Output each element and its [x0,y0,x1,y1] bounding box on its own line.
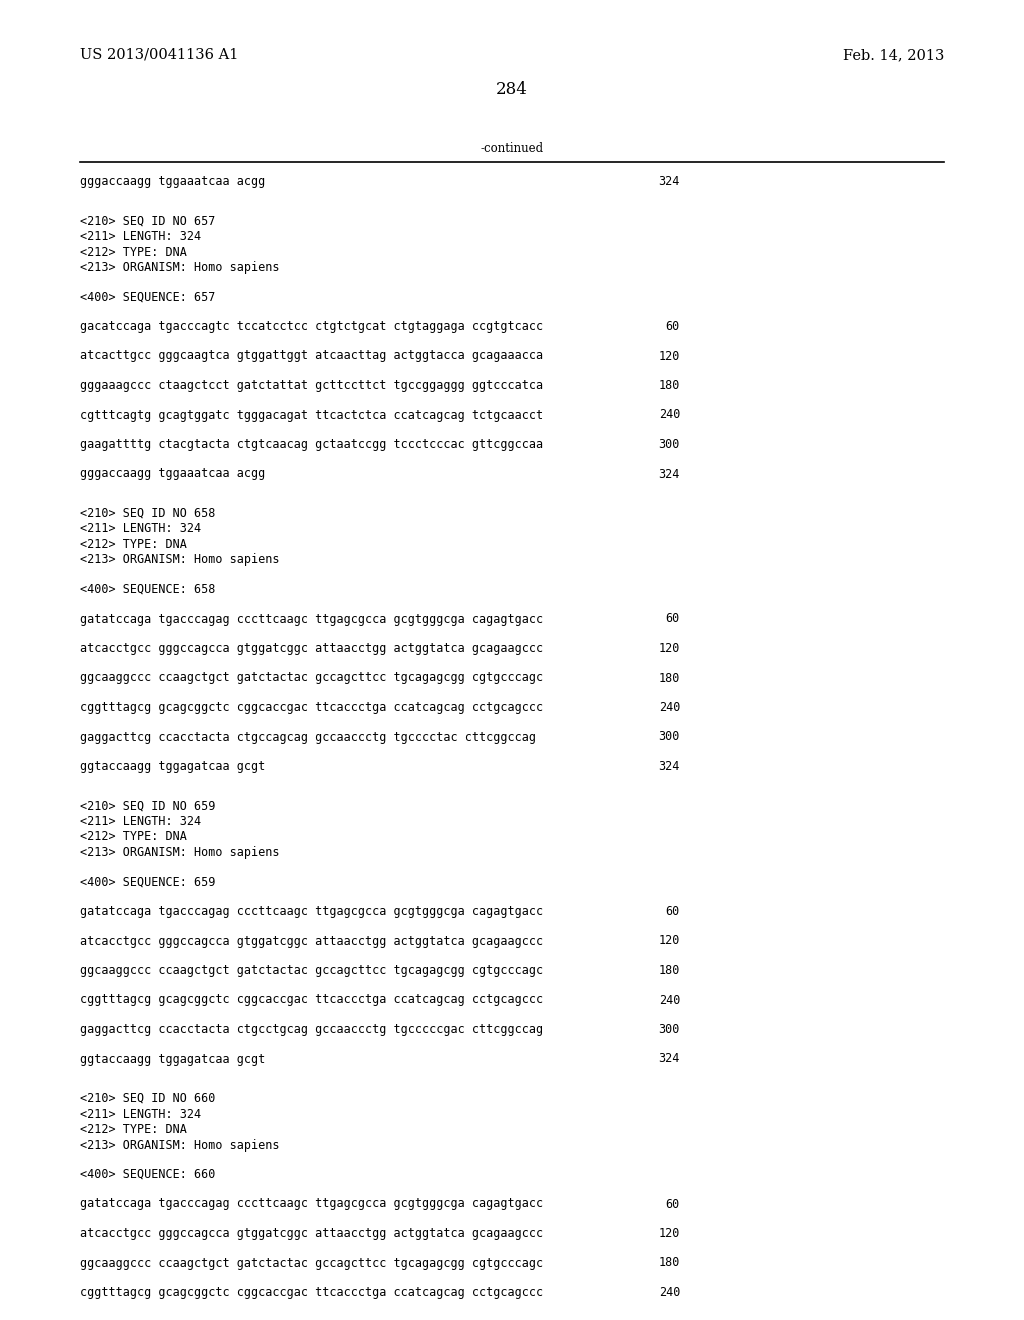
Text: <210> SEQ ID NO 659: <210> SEQ ID NO 659 [80,800,215,813]
Text: 240: 240 [658,1286,680,1299]
Text: ggcaaggccc ccaagctgct gatctactac gccagcttcc tgcagagcgg cgtgcccagc: ggcaaggccc ccaagctgct gatctactac gccagct… [80,672,543,685]
Text: 60: 60 [666,319,680,333]
Text: 240: 240 [658,701,680,714]
Text: gaggacttcg ccacctacta ctgccagcag gccaaccctg tgcccctac cttcggccag: gaggacttcg ccacctacta ctgccagcag gccaacc… [80,730,536,743]
Text: 324: 324 [658,1052,680,1065]
Text: 324: 324 [658,176,680,187]
Text: ggcaaggccc ccaagctgct gatctactac gccagcttcc tgcagagcgg cgtgcccagc: ggcaaggccc ccaagctgct gatctactac gccagct… [80,1257,543,1270]
Text: ggcaaggccc ccaagctgct gatctactac gccagcttcc tgcagagcgg cgtgcccagc: ggcaaggccc ccaagctgct gatctactac gccagct… [80,964,543,977]
Text: 120: 120 [658,1228,680,1239]
Text: 120: 120 [658,935,680,948]
Text: cggtttagcg gcagcggctc cggcaccgac ttcaccctga ccatcagcag cctgcagccc: cggtttagcg gcagcggctc cggcaccgac ttcaccc… [80,1286,543,1299]
Text: 180: 180 [658,964,680,977]
Text: 300: 300 [658,1023,680,1036]
Text: <400> SEQUENCE: 659: <400> SEQUENCE: 659 [80,875,215,888]
Text: 120: 120 [658,350,680,363]
Text: ggtaccaagg tggagatcaa gcgt: ggtaccaagg tggagatcaa gcgt [80,760,265,774]
Text: gatatccaga tgacccagag cccttcaagc ttgagcgcca gcgtgggcga cagagtgacc: gatatccaga tgacccagag cccttcaagc ttgagcg… [80,612,543,626]
Text: cggtttagcg gcagcggctc cggcaccgac ttcaccctga ccatcagcag cctgcagccc: cggtttagcg gcagcggctc cggcaccgac ttcaccc… [80,994,543,1006]
Text: US 2013/0041136 A1: US 2013/0041136 A1 [80,48,239,62]
Text: <210> SEQ ID NO 658: <210> SEQ ID NO 658 [80,507,215,520]
Text: <400> SEQUENCE: 657: <400> SEQUENCE: 657 [80,290,215,304]
Text: gaagattttg ctacgtacta ctgtcaacag gctaatccgg tccctcccac gttcggccaa: gaagattttg ctacgtacta ctgtcaacag gctaatc… [80,438,543,451]
Text: gaggacttcg ccacctacta ctgcctgcag gccaaccctg tgcccccgac cttcggccag: gaggacttcg ccacctacta ctgcctgcag gccaacc… [80,1023,543,1036]
Text: 60: 60 [666,1197,680,1210]
Text: atcacctgcc gggccagcca gtggatcggc attaacctgg actggtatca gcagaagccc: atcacctgcc gggccagcca gtggatcggc attaacc… [80,1228,543,1239]
Text: atcacttgcc gggcaagtca gtggattggt atcaacttag actggtacca gcagaaacca: atcacttgcc gggcaagtca gtggattggt atcaact… [80,350,543,363]
Text: cgtttcagtg gcagtggatc tgggacagat ttcactctca ccatcagcag tctgcaacct: cgtttcagtg gcagtggatc tgggacagat ttcactc… [80,408,543,421]
Text: 60: 60 [666,906,680,917]
Text: ggtaccaagg tggagatcaa gcgt: ggtaccaagg tggagatcaa gcgt [80,1052,265,1065]
Text: gacatccaga tgacccagtc tccatcctcc ctgtctgcat ctgtaggaga ccgtgtcacc: gacatccaga tgacccagtc tccatcctcc ctgtctg… [80,319,543,333]
Text: <213> ORGANISM: Homo sapiens: <213> ORGANISM: Homo sapiens [80,846,280,859]
Text: <213> ORGANISM: Homo sapiens: <213> ORGANISM: Homo sapiens [80,261,280,275]
Text: <211> LENGTH: 324: <211> LENGTH: 324 [80,523,201,536]
Text: atcacctgcc gggccagcca gtggatcggc attaacctgg actggtatca gcagaagccc: atcacctgcc gggccagcca gtggatcggc attaacc… [80,935,543,948]
Text: <213> ORGANISM: Homo sapiens: <213> ORGANISM: Homo sapiens [80,553,280,566]
Text: <400> SEQUENCE: 658: <400> SEQUENCE: 658 [80,583,215,597]
Text: <211> LENGTH: 324: <211> LENGTH: 324 [80,230,201,243]
Text: 120: 120 [658,642,680,655]
Text: gggaccaagg tggaaatcaa acgg: gggaccaagg tggaaatcaa acgg [80,176,265,187]
Text: atcacctgcc gggccagcca gtggatcggc attaacctgg actggtatca gcagaagccc: atcacctgcc gggccagcca gtggatcggc attaacc… [80,642,543,655]
Text: 284: 284 [496,82,528,99]
Text: <213> ORGANISM: Homo sapiens: <213> ORGANISM: Homo sapiens [80,1138,280,1151]
Text: <212> TYPE: DNA: <212> TYPE: DNA [80,830,186,843]
Text: <210> SEQ ID NO 657: <210> SEQ ID NO 657 [80,214,215,227]
Text: <211> LENGTH: 324: <211> LENGTH: 324 [80,1107,201,1121]
Text: 324: 324 [658,467,680,480]
Text: Feb. 14, 2013: Feb. 14, 2013 [843,48,944,62]
Text: gggaccaagg tggaaatcaa acgg: gggaccaagg tggaaatcaa acgg [80,467,265,480]
Text: gggaaagccc ctaagctcct gatctattat gcttccttct tgccggaggg ggtcccatca: gggaaagccc ctaagctcct gatctattat gcttcct… [80,379,543,392]
Text: gatatccaga tgacccagag cccttcaagc ttgagcgcca gcgtgggcga cagagtgacc: gatatccaga tgacccagag cccttcaagc ttgagcg… [80,1197,543,1210]
Text: 240: 240 [658,994,680,1006]
Text: -continued: -continued [480,141,544,154]
Text: 180: 180 [658,672,680,685]
Text: 240: 240 [658,408,680,421]
Text: 180: 180 [658,1257,680,1270]
Text: <212> TYPE: DNA: <212> TYPE: DNA [80,246,186,259]
Text: 300: 300 [658,438,680,451]
Text: 180: 180 [658,379,680,392]
Text: <210> SEQ ID NO 660: <210> SEQ ID NO 660 [80,1092,215,1105]
Text: 60: 60 [666,612,680,626]
Text: <211> LENGTH: 324: <211> LENGTH: 324 [80,814,201,828]
Text: gatatccaga tgacccagag cccttcaagc ttgagcgcca gcgtgggcga cagagtgacc: gatatccaga tgacccagag cccttcaagc ttgagcg… [80,906,543,917]
Text: <212> TYPE: DNA: <212> TYPE: DNA [80,539,186,550]
Text: <400> SEQUENCE: 660: <400> SEQUENCE: 660 [80,1168,215,1181]
Text: 324: 324 [658,760,680,774]
Text: 300: 300 [658,730,680,743]
Text: cggtttagcg gcagcggctc cggcaccgac ttcaccctga ccatcagcag cctgcagccc: cggtttagcg gcagcggctc cggcaccgac ttcaccc… [80,701,543,714]
Text: <212> TYPE: DNA: <212> TYPE: DNA [80,1123,186,1137]
